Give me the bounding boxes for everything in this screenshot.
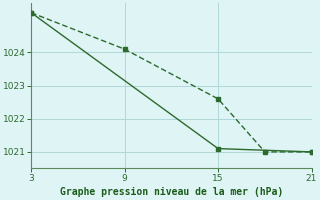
X-axis label: Graphe pression niveau de la mer (hPa): Graphe pression niveau de la mer (hPa)	[60, 187, 283, 197]
